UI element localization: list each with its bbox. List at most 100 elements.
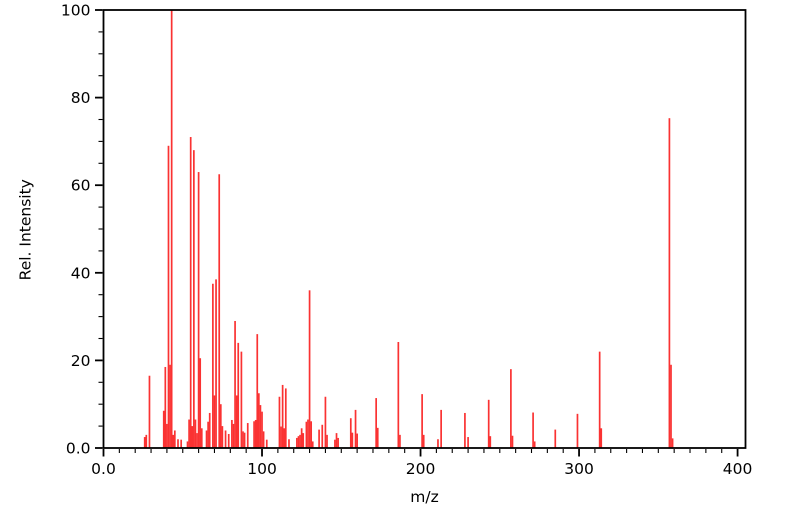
- spectrum-peak: [311, 441, 314, 448]
- spectrum-peak: [219, 404, 222, 448]
- spectrum-peak: [489, 436, 492, 448]
- spectrum-peak: [668, 118, 671, 448]
- spectrum-peak: [243, 432, 246, 448]
- spectrum-peak: [296, 437, 298, 448]
- spectrum-peak: [232, 423, 235, 448]
- spectrum-peak: [422, 434, 425, 448]
- spectrum-peak: [510, 369, 512, 448]
- spectrum-peak: [349, 418, 352, 448]
- spectrum-peak: [281, 384, 284, 448]
- spectrum-peak: [300, 428, 303, 448]
- spectrum-peak: [186, 441, 189, 448]
- spectrum-peak: [326, 434, 328, 448]
- x-tick-label: 200: [406, 460, 436, 478]
- spectrum-peak: [321, 424, 324, 448]
- spectrum-peak: [231, 419, 233, 448]
- spectrum-peak: [218, 174, 221, 448]
- spectrum-peak: [193, 150, 195, 448]
- spectrum-peak: [205, 430, 208, 448]
- spectrum-peak: [532, 412, 534, 448]
- spectrum-peak: [188, 419, 190, 448]
- spectrum-peak: [170, 10, 173, 448]
- spectrum-peak: [671, 438, 674, 448]
- spectrum-peak: [262, 431, 265, 448]
- spectrum-peak: [143, 437, 146, 448]
- y-axis-label: Rel. Intensity: [16, 179, 35, 281]
- spectrum-peak: [177, 439, 179, 448]
- spectrum-peak: [242, 431, 244, 448]
- spectrum-peak: [265, 439, 268, 448]
- spectrum-peak: [397, 342, 400, 448]
- spectrum-peak: [258, 393, 260, 448]
- spectrum-peak: [191, 426, 194, 448]
- spectrum-peak: [227, 433, 230, 448]
- spectrum-peak: [351, 432, 354, 448]
- spectrum-peak: [307, 419, 309, 448]
- spectrum-peak: [308, 290, 311, 448]
- spectrum-peak: [234, 320, 236, 448]
- spectrum-peak: [576, 413, 579, 448]
- spectrum-peak: [235, 395, 238, 448]
- spectrum-peak: [318, 429, 320, 448]
- spectrum-peak: [511, 435, 514, 448]
- spectrum-peak: [376, 427, 379, 448]
- spectrum-peak: [354, 409, 357, 448]
- plot-frame: [102, 9, 747, 449]
- x-tick-label: 100: [247, 460, 277, 478]
- y-tick-label: 20: [71, 352, 91, 370]
- spectrum-peak: [256, 334, 259, 448]
- spectrum-peak: [200, 428, 203, 448]
- spectrum-peak: [253, 421, 255, 448]
- spectrum-peak: [283, 428, 286, 448]
- axis-ticks: [95, 9, 739, 457]
- spectrum-peak: [162, 410, 165, 448]
- spectrum-peak: [166, 423, 168, 448]
- spectrum-peak: [467, 437, 469, 448]
- spectrum-peak: [207, 421, 209, 448]
- spectrum-peak: [196, 433, 198, 448]
- spectrum-peak: [299, 434, 301, 448]
- spectrum-peak: [172, 434, 175, 448]
- spectrum-peak: [180, 439, 183, 448]
- spectrum-peak: [169, 364, 171, 448]
- spectrum-peak: [464, 412, 466, 448]
- y-tick-label: 40: [71, 264, 91, 282]
- spectrum-peak: [421, 394, 423, 448]
- spectrum-peak: [302, 433, 305, 448]
- spectrum-peak: [288, 439, 290, 448]
- spectrum-peak: [670, 364, 672, 448]
- spectrum-peak: [164, 366, 167, 448]
- spectrum-peak: [487, 399, 490, 448]
- spectrum-peak: [259, 405, 262, 448]
- spectrum-peak: [324, 396, 327, 448]
- y-tick-label: 60: [71, 177, 91, 195]
- spectrum-peak: [199, 358, 202, 448]
- spectrum-peak: [337, 437, 339, 448]
- spectrum-peak: [237, 342, 240, 448]
- spectrum-peak: [254, 419, 257, 448]
- spectrum-peak: [284, 388, 287, 448]
- spectrum-peak: [437, 439, 439, 448]
- spectrum-peak: [278, 396, 281, 448]
- peak-bars: [143, 10, 674, 448]
- spectrum-peak: [334, 439, 336, 448]
- spectrum-peak: [224, 430, 227, 448]
- spectrum-peak: [261, 411, 263, 448]
- spectrum-peak: [213, 395, 216, 448]
- spectrum-peak: [335, 433, 338, 448]
- y-tick-label: 80: [71, 89, 91, 107]
- tick-labels: 0.0 100 200 300 400 0.0 20 40 60 80 100: [61, 2, 752, 479]
- spectrum-peak: [554, 429, 557, 448]
- spectrum-peak: [375, 398, 377, 448]
- spectrum-peak: [167, 145, 170, 448]
- spectrum-peak: [240, 351, 243, 448]
- spectrum-peak: [356, 433, 358, 448]
- spectrum-peak: [221, 426, 224, 448]
- spectrum-peak: [197, 172, 200, 448]
- spectrum-peak: [305, 421, 308, 448]
- spectrum-peak: [600, 428, 603, 448]
- spectrum-peak: [280, 426, 282, 448]
- y-tick-label: 0.0: [66, 440, 91, 458]
- spectrum-peak: [194, 419, 197, 448]
- spectrum-peak: [533, 441, 536, 448]
